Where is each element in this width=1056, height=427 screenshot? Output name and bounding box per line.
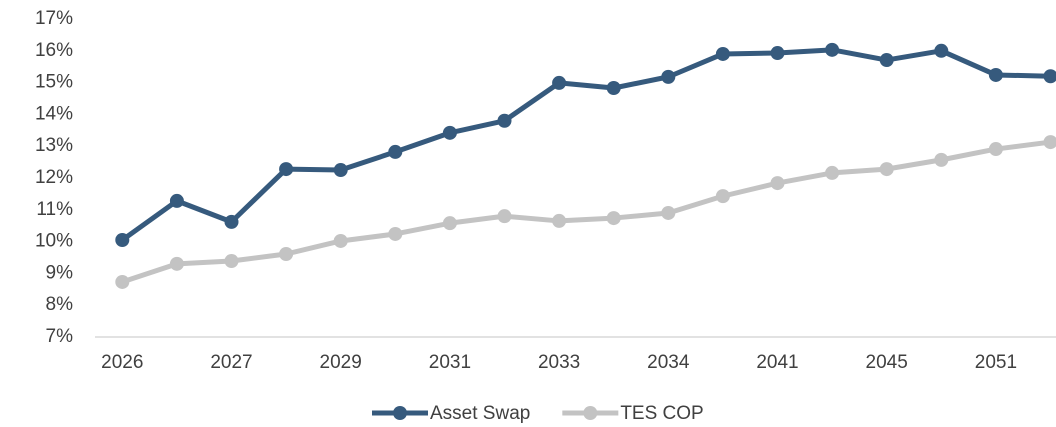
data-point: [169, 256, 184, 271]
data-point: [606, 211, 621, 226]
x-tick-label: 2041: [756, 352, 798, 373]
data-point: [333, 233, 348, 248]
y-tick-label: 16%: [35, 40, 73, 61]
series-line: [121, 139, 1051, 285]
data-point: [825, 165, 840, 180]
y-tick-label: 17%: [35, 8, 73, 29]
data-point: [333, 163, 348, 178]
data-point: [279, 162, 294, 177]
data-point: [715, 46, 730, 61]
x-tick-label: 2031: [429, 352, 471, 373]
x-tick-label: 2027: [210, 352, 252, 373]
data-point: [988, 142, 1003, 157]
data-point: [661, 69, 676, 84]
data-point: [606, 81, 621, 96]
data-point: [169, 193, 184, 208]
y-tick-label: 10%: [35, 231, 73, 252]
data-point: [661, 205, 676, 220]
data-point: [1043, 69, 1056, 84]
y-tick-label: 12%: [35, 167, 73, 188]
y-tick-label: 14%: [35, 103, 73, 124]
data-point: [552, 213, 567, 228]
data-point: [442, 216, 457, 231]
x-tick-label: 2033: [538, 352, 580, 373]
x-tick-label: 2026: [101, 352, 143, 373]
data-point: [552, 75, 567, 90]
data-point: [770, 46, 785, 61]
data-point: [115, 233, 130, 248]
data-point: [988, 67, 1003, 82]
data-point: [497, 209, 512, 224]
data-point: [879, 162, 894, 177]
data-point: [1043, 135, 1056, 150]
y-tick-label: 9%: [46, 262, 74, 283]
data-point: [279, 247, 294, 262]
series-line: [120, 47, 1051, 243]
data-point: [224, 253, 239, 268]
data-point: [879, 53, 894, 68]
x-tick-label: 2045: [866, 352, 908, 373]
legend-marker: [583, 406, 598, 420]
data-point: [224, 214, 239, 229]
x-tick-label: 2029: [320, 352, 362, 373]
data-point: [442, 125, 457, 140]
y-tick-label: 15%: [35, 72, 73, 93]
data-point: [388, 226, 403, 241]
legend-label: Asset Swap: [430, 403, 530, 424]
legend-label: TES COP: [620, 403, 703, 424]
y-tick-label: 8%: [46, 294, 74, 315]
x-tick-label: 2034: [647, 352, 690, 373]
data-point: [715, 189, 730, 204]
data-point: [115, 274, 130, 289]
data-point: [934, 152, 949, 167]
data-point: [770, 176, 785, 191]
data-point: [388, 144, 403, 159]
x-tick-label: 2051: [975, 352, 1017, 373]
y-tick-label: 13%: [35, 135, 73, 156]
data-point: [497, 113, 512, 128]
legend-marker: [393, 406, 407, 420]
data-point: [934, 43, 949, 58]
data-point: [825, 42, 840, 57]
y-tick-label: 7%: [46, 326, 74, 347]
y-tick-label: 11%: [36, 199, 73, 220]
